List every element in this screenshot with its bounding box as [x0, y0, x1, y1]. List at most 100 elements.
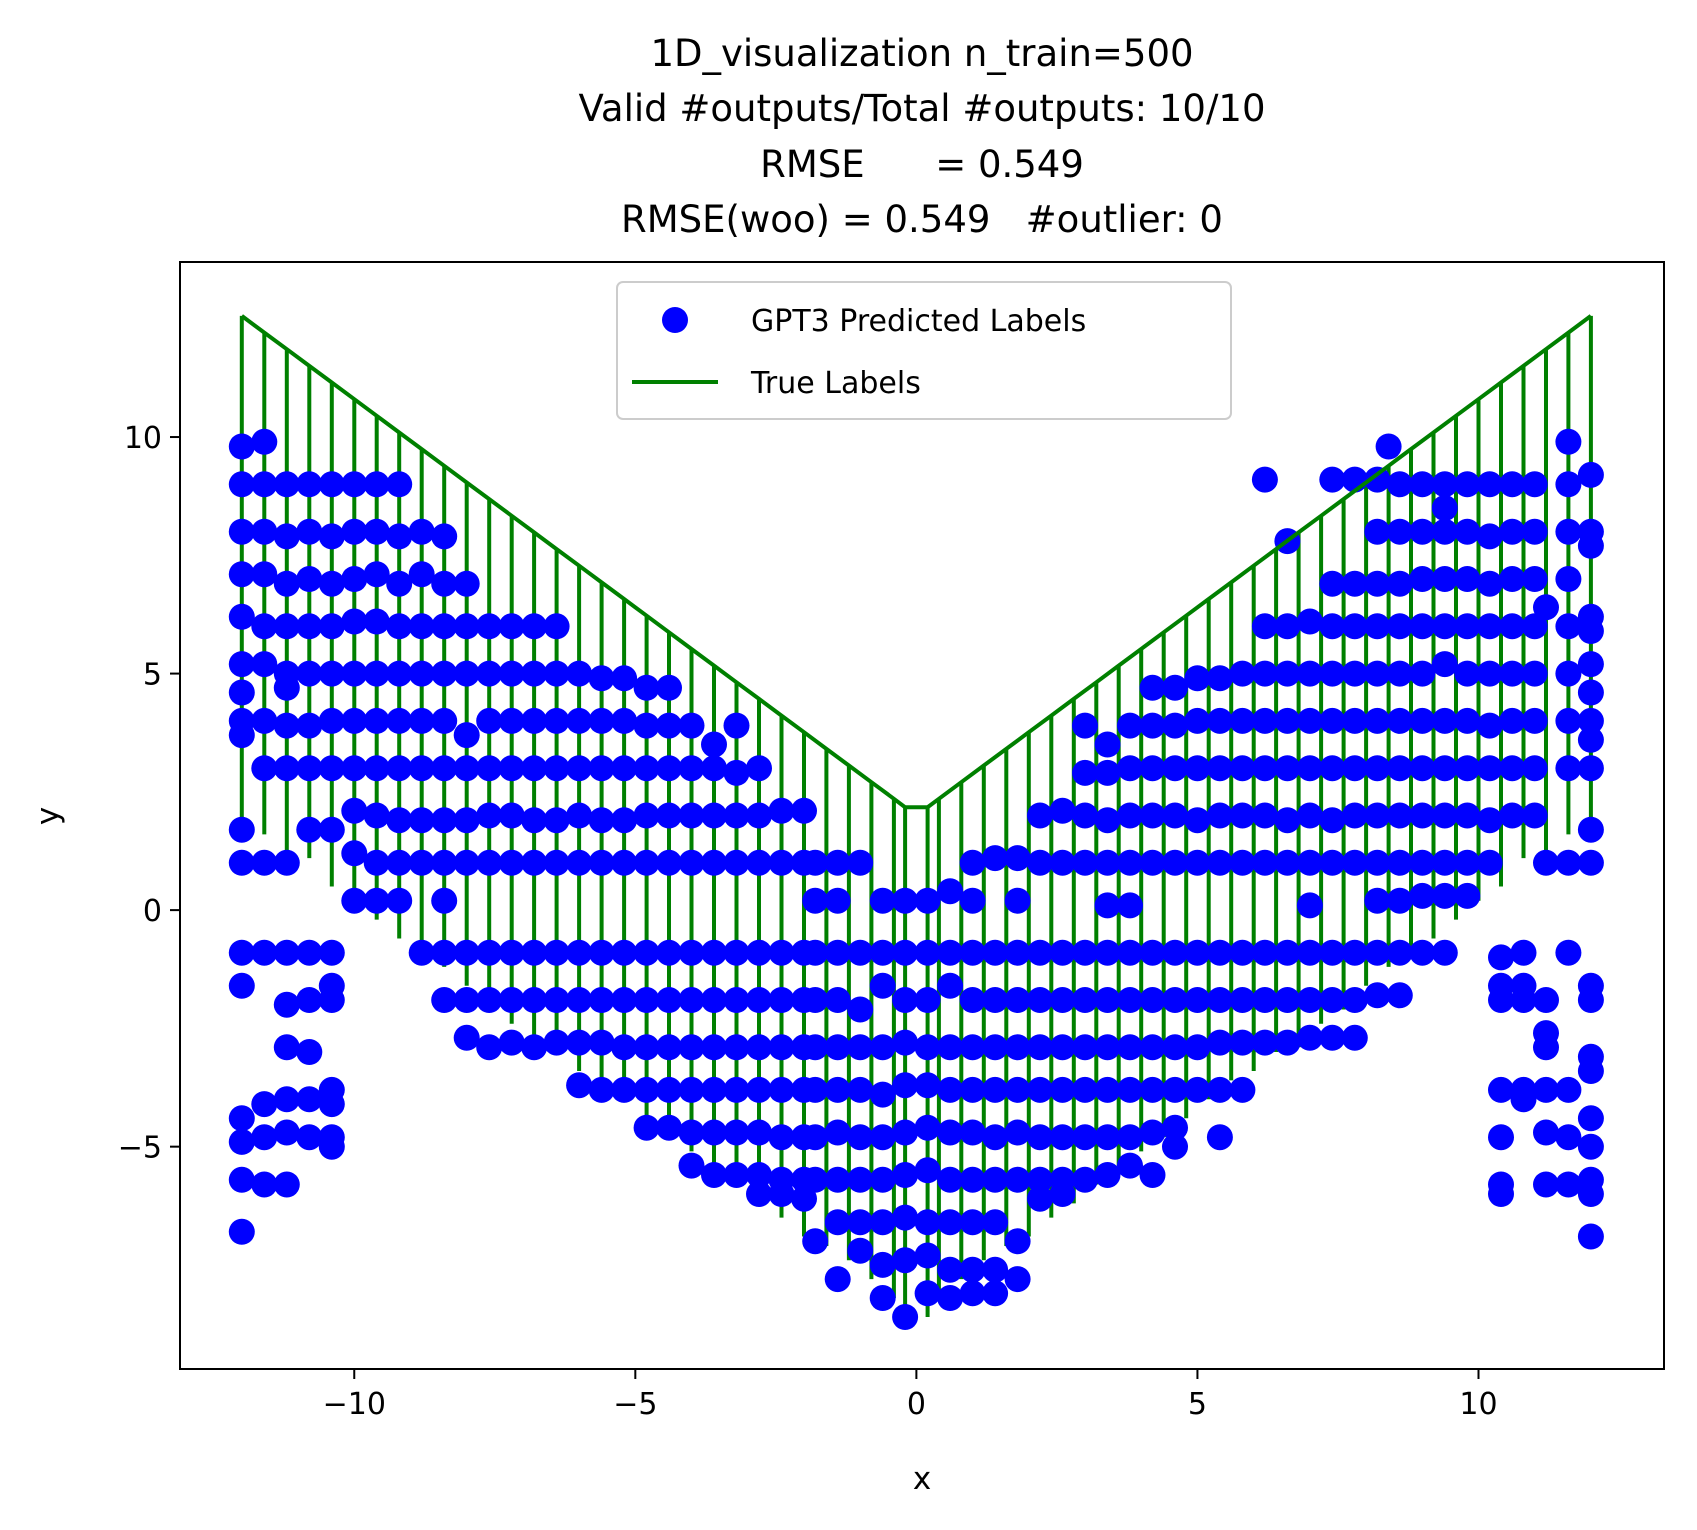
predicted-point-178 [588, 665, 615, 692]
predicted-point-614 [1521, 566, 1548, 592]
predicted-point-76 [341, 608, 368, 635]
predicted-point-650 [1577, 755, 1604, 782]
predicted-point-360 [982, 1209, 1009, 1236]
predicted-point-315 [892, 1029, 919, 1056]
predicted-point-515 [1341, 570, 1368, 597]
predicted-point-154 [521, 755, 548, 782]
predicted-point-423 [1139, 674, 1166, 701]
predicted-point-245 [723, 1162, 750, 1188]
predicted-point-142 [498, 613, 525, 640]
predicted-point-649 [1577, 726, 1604, 753]
predicted-point-397 [1072, 1034, 1098, 1061]
predicted-point-588 [1476, 712, 1503, 739]
predicted-point-261 [768, 1076, 795, 1103]
predicted-point-594 [1488, 987, 1514, 1013]
predicted-point-566 [1431, 651, 1458, 678]
predicted-point-224 [678, 1119, 705, 1146]
x-tick-label-2: 0 [907, 1387, 926, 1422]
predicted-point-111 [408, 939, 435, 966]
y-tick-label-0: −5 [118, 1131, 162, 1166]
predicted-point-582 [1454, 882, 1481, 909]
predicted-point-579 [1454, 755, 1481, 782]
predicted-point-562 [1431, 495, 1458, 521]
y-axis-label: y [30, 807, 66, 825]
predicted-point-398 [1072, 1076, 1098, 1103]
predicted-point-508 [1319, 755, 1346, 782]
predicted-point-586 [1476, 613, 1503, 640]
predicted-point-189 [611, 755, 638, 782]
predicted-point-324 [914, 987, 941, 1013]
predicted-point-569 [1431, 802, 1458, 829]
predicted-point-435 [1162, 712, 1188, 739]
title-line-4: RMSE(woo) = 0.549 #outlier: 0 [621, 198, 1223, 241]
predicted-point-247 [746, 802, 772, 829]
predicted-point-549 [1386, 982, 1413, 1009]
predicted-point-106 [408, 660, 435, 687]
predicted-point-205 [633, 1114, 660, 1141]
predicted-point-343 [959, 887, 986, 914]
predicted-point-60 [318, 570, 345, 597]
predicted-point-480 [1251, 987, 1278, 1013]
predicted-point-117 [431, 755, 458, 782]
predicted-point-127 [453, 755, 480, 782]
predicted-point-510 [1319, 849, 1346, 876]
predicted-point-255 [746, 1181, 772, 1207]
predicted-point-264 [768, 1181, 795, 1207]
predicted-point-123 [453, 570, 480, 597]
predicted-point-615 [1521, 613, 1548, 640]
predicted-point-254 [746, 1162, 772, 1188]
predicted-point-215 [656, 1114, 682, 1141]
predicted-point-539 [1386, 518, 1413, 545]
predicted-point-129 [453, 849, 480, 876]
predicted-point-624 [1533, 1034, 1559, 1061]
predicted-point-572 [1431, 939, 1458, 966]
predicted-point-242 [723, 1034, 750, 1061]
predicted-point-234 [701, 1119, 727, 1146]
predicted-point-197 [633, 712, 660, 739]
predicted-point-10 [228, 849, 255, 876]
predicted-point-656 [1577, 1058, 1604, 1084]
predicted-point-163 [543, 755, 570, 782]
predicted-point-574 [1454, 518, 1481, 545]
predicted-point-645 [1577, 618, 1604, 644]
predicted-point-535 [1364, 939, 1391, 966]
predicted-point-462 [1206, 1076, 1233, 1103]
predicted-point-522 [1341, 939, 1368, 966]
predicted-point-12 [228, 972, 255, 999]
predicted-point-41 [273, 1034, 300, 1061]
predicted-point-161 [543, 660, 570, 687]
predicted-point-654 [1577, 987, 1604, 1013]
predicted-point-532 [1364, 802, 1391, 829]
predicted-point-631 [1555, 566, 1582, 592]
predicted-point-3 [228, 561, 255, 588]
predicted-point-165 [543, 849, 570, 876]
predicted-point-621 [1533, 849, 1559, 876]
predicted-point-529 [1364, 660, 1391, 687]
predicted-point-62 [318, 660, 345, 687]
predicted-point-6 [228, 679, 255, 706]
predicted-point-91 [363, 849, 390, 876]
predicted-point-73 [341, 471, 368, 498]
predicted-point-607 [1510, 939, 1537, 966]
predicted-point-5 [228, 651, 255, 678]
predicted-point-587 [1476, 660, 1503, 687]
predicted-point-48 [296, 613, 323, 640]
predicted-point-114 [431, 613, 458, 640]
predicted-point-498 [1296, 849, 1323, 876]
predicted-point-30 [273, 471, 300, 498]
predicted-point-31 [273, 523, 300, 550]
predicted-point-485 [1274, 707, 1301, 734]
predicted-point-115 [431, 660, 458, 687]
predicted-point-322 [914, 887, 941, 914]
predicted-point-138 [476, 849, 503, 876]
predicted-point-565 [1431, 613, 1458, 640]
predicted-point-190 [611, 807, 638, 834]
predicted-point-14 [228, 1128, 255, 1155]
predicted-point-309 [869, 1209, 896, 1236]
predicted-point-228 [701, 802, 727, 829]
predicted-point-494 [1296, 660, 1323, 687]
predicted-point-489 [1274, 939, 1301, 966]
predicted-point-301 [847, 1237, 874, 1264]
predicted-point-179 [588, 707, 615, 734]
predicted-point-317 [892, 1119, 919, 1146]
